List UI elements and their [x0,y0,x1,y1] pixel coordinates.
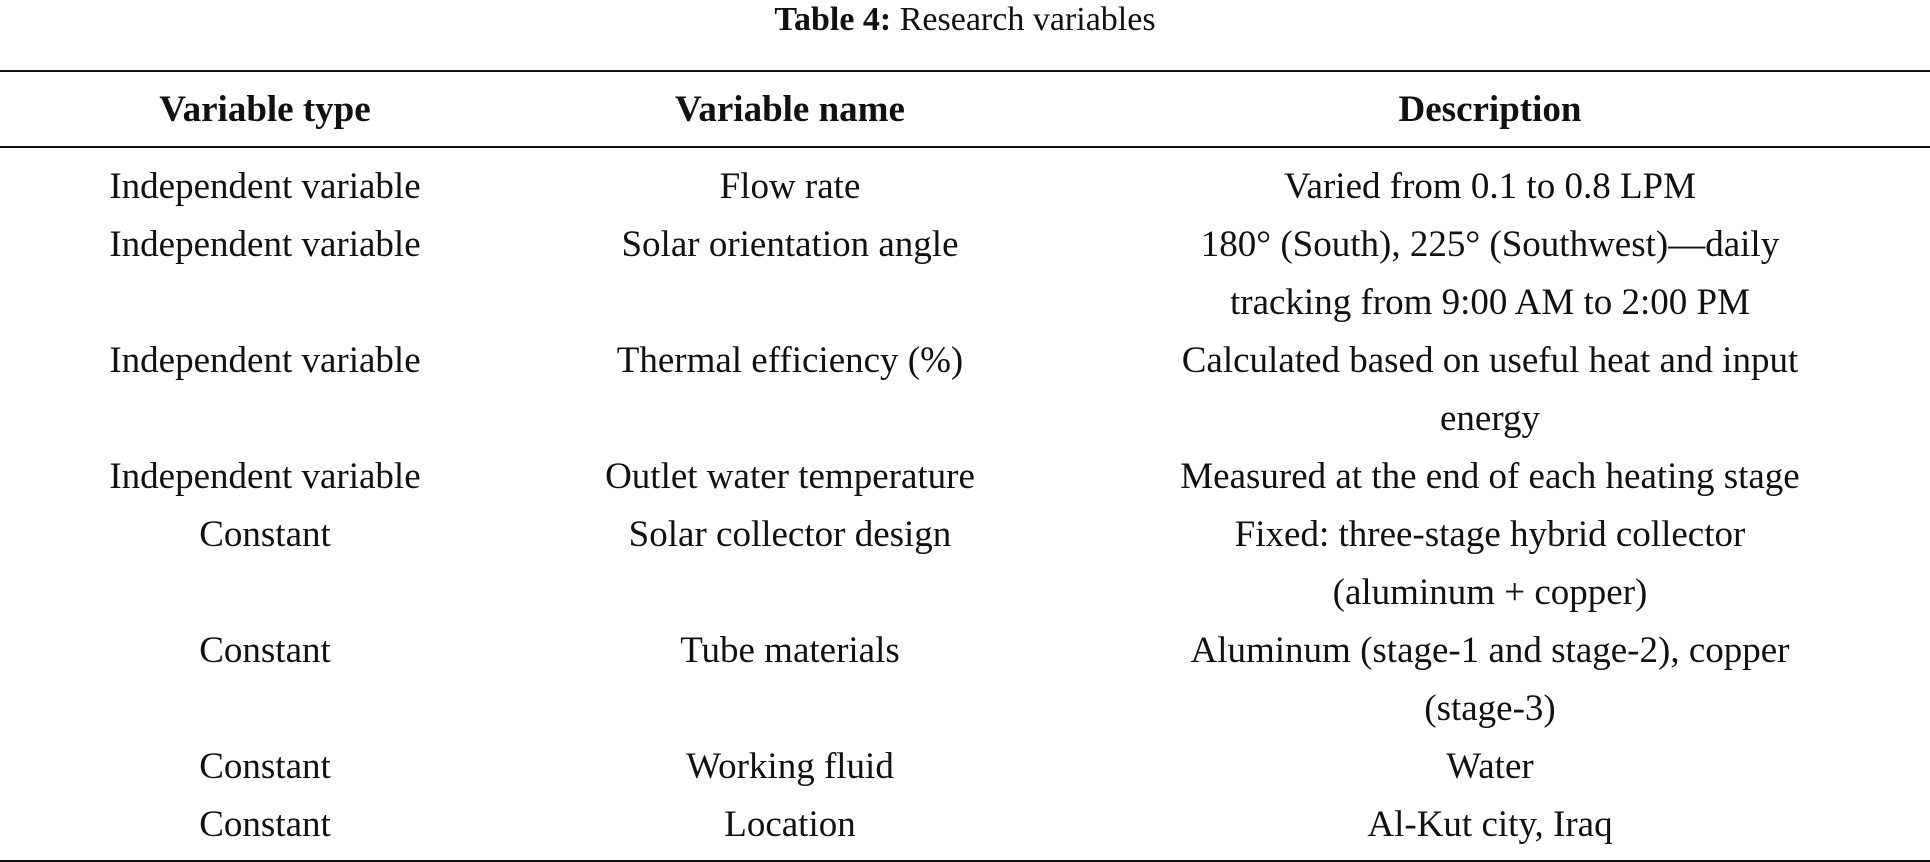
variable-type-cell: Constant [199,514,331,555]
description-line: energy [1440,398,1540,439]
table-row: Constant Solar collector design Fixed: thr… [0,506,1930,622]
description-line: (aluminum + copper) [1332,572,1648,613]
description-cell: Measured at the end of each heating stag… [1050,448,1930,506]
variable-type-cell: Constant [0,796,530,862]
variable-type-cell: Independent variable [109,456,421,497]
variable-name-cell: Working fluid [686,746,894,787]
table-row: Constant Working fluid Water [0,738,1930,796]
description-cell: 180° (South), 225° (Southwest)—daily trac… [1050,216,1930,332]
variable-name-cell: Thermal efficiency (%) [616,340,964,381]
variable-type-cell: Independent variable [109,166,421,207]
description-line: Aluminum (stage-1 and stage-2), copper [1190,630,1790,671]
header-cell: Description [1050,70,1930,148]
table-row: Constant Location Al-Kut city, Iraq [0,796,1930,862]
table: Variable type Variable name Description In… [0,70,1930,862]
caption-text: Research variables [899,1,1156,38]
variable-type-cell: Constant [199,630,331,671]
caption-label: Table 4: [774,1,892,38]
variable-name-cell: Solar collector design [628,514,952,555]
variable-name-cell: Flow rate [719,166,861,207]
table-row: Independent variable Solar orientation an… [0,216,1930,332]
table-caption: Table 4: Research variables [0,0,1930,40]
table-body: Independent variable Flow rate Varied from… [0,147,1930,862]
description-cell: Varied from 0.1 to 0.8 LPM [1050,147,1930,216]
variable-type-cell: Independent variable [109,340,421,381]
header-cell: Variable type [0,70,530,148]
description-cell: Water [1050,738,1930,796]
description-line: Water [1446,746,1534,787]
description-cell: Aluminum (stage-1 and stage-2), copper (s… [1050,622,1930,738]
description-line: (stage-3) [1424,688,1556,729]
description-cell: Fixed: three-stage hybrid collector (alum… [1050,506,1930,622]
variable-name-cell: Outlet water temperature [605,456,975,497]
variable-type-cell: Independent variable [109,224,421,265]
description-line: Al-Kut city, Iraq [1367,804,1613,845]
table-row: Independent variable Outlet water tempera… [0,448,1930,506]
description-cell: Calculated based on useful heat and inpu… [1050,332,1930,448]
variable-type-cell: Constant [199,746,331,787]
header-row: Variable type Variable name Description [0,70,1930,148]
table-header: Variable type Variable name Description [0,70,1930,148]
description-line: Varied from 0.1 to 0.8 LPM [1283,166,1697,207]
table-row: Constant Tube materials Aluminum (stage-1 … [0,622,1930,738]
variable-name-cell: Solar orientation angle [621,224,959,265]
variable-name-cell: Tube materials [680,630,900,671]
description-cell: Al-Kut city, Iraq [1050,796,1930,862]
header-cell: Variable name [530,70,1050,148]
table-row: Independent variable Thermal efficiency (… [0,332,1930,448]
description-line: Measured at the end of each heating stag… [1180,456,1800,497]
description-line: Calculated based on useful heat and inpu… [1181,340,1799,381]
variable-name-cell: Location [530,796,1050,862]
table-row: Independent variable Flow rate Varied from… [0,147,1930,216]
description-line: tracking from 9:00 AM to 2:00 PM [1229,282,1751,323]
description-line: Fixed: three-stage hybrid collector [1234,514,1746,555]
description-line: 180° (South), 225° (Southwest)—daily [1200,224,1780,265]
